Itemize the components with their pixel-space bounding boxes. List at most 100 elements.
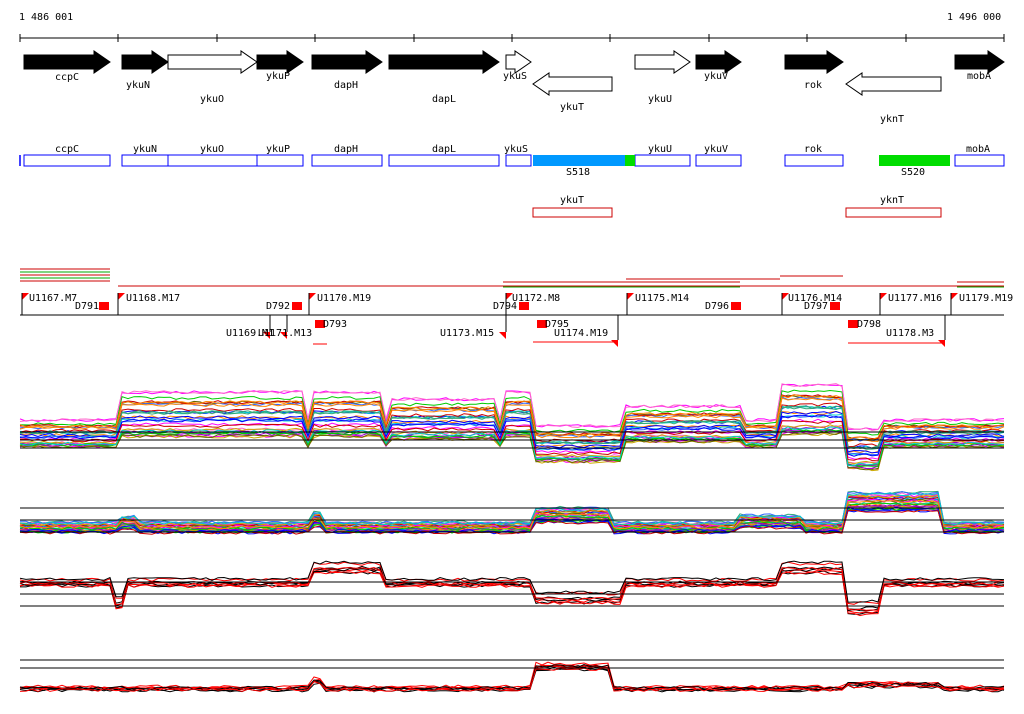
upstream-label-U1169.M1: U1169.M1 bbox=[226, 328, 274, 339]
upstream-flag-U1172.M8 bbox=[506, 293, 513, 300]
forward-box-ykuU bbox=[634, 154, 691, 167]
upstream-label-U1168.M17: U1168.M17 bbox=[126, 293, 180, 304]
expression-panel-4-trace-3 bbox=[19, 664, 1005, 691]
expression-panel-3-trace-7 bbox=[19, 566, 1005, 611]
downstream-label-D798: D798 bbox=[857, 319, 881, 330]
upstream-label-U1176.M14: U1176.M14 bbox=[788, 293, 842, 304]
gene-label-yknT: yknT bbox=[880, 114, 904, 125]
upstream-flag-U1175.M14 bbox=[627, 293, 634, 300]
gene-arrow-yknT bbox=[845, 72, 942, 96]
downstream-label-D794: D794 bbox=[493, 301, 517, 312]
upstream-label-U1177.M16: U1177.M16 bbox=[888, 293, 942, 304]
start-coordinate: 1 486 001 bbox=[19, 12, 74, 23]
forward-box-label-ykuN: ykuN bbox=[133, 144, 157, 155]
segment-bar-green bbox=[879, 155, 950, 166]
forward-box-label-ccpC: ccpC bbox=[55, 144, 79, 155]
reverse-boxes-track: ykuT yknT bbox=[532, 195, 942, 218]
upstream-label-U1170.M19: U1170.M19 bbox=[317, 293, 371, 304]
forward-box-mobA bbox=[954, 154, 1005, 167]
gene-arrow-ykuN bbox=[121, 50, 169, 74]
expression-panel-2-trace-25 bbox=[19, 502, 1005, 531]
segment-bar-green-small bbox=[625, 155, 635, 166]
gene-arrow-rok bbox=[784, 50, 844, 74]
downstream-label-D793: D793 bbox=[323, 319, 347, 330]
downstream-box-D796 bbox=[731, 302, 741, 310]
downstream-label-D792: D792 bbox=[266, 301, 290, 312]
expression-panel-1-trace-22 bbox=[19, 424, 1005, 465]
downstream-label-D796: D796 bbox=[705, 301, 729, 312]
gene-arrows-track: ccpC ykuN ykuO ykuP dapH dapL ykuS ykuT ykuU ykuV… bbox=[23, 50, 1005, 125]
expression-panel-1-trace-14 bbox=[19, 410, 1005, 454]
gene-arrow-ykuT bbox=[532, 72, 613, 96]
upstream-flag-U1170.M19 bbox=[309, 293, 316, 300]
gene-label-ykuS: ykuS bbox=[503, 71, 527, 82]
downstream-box-D797 bbox=[830, 302, 840, 310]
gene-label-mobA: mobA bbox=[967, 71, 991, 82]
upstream-label-U1173.M15: U1173.M15 bbox=[440, 328, 494, 339]
segment-bar-cyan bbox=[533, 155, 625, 166]
gene-label-ykuT: ykuT bbox=[560, 102, 584, 113]
expression-panel-4-trace-7 bbox=[19, 667, 1005, 692]
expression-panel-1-trace-20 bbox=[19, 383, 1005, 431]
forward-box-ykuV bbox=[695, 154, 742, 167]
forward-box-label-ykuP: ykuP bbox=[266, 144, 290, 155]
gene-label-ccpC: ccpC bbox=[55, 72, 79, 83]
gene-label-ykuP: ykuP bbox=[266, 71, 290, 82]
downstream-label-D797: D797 bbox=[804, 301, 828, 312]
gene-arrow-mobA bbox=[954, 50, 1005, 74]
forward-box-ccpC bbox=[23, 154, 111, 167]
forward-box-label-ykuU: ykuU bbox=[648, 144, 672, 155]
forward-box-ykuN bbox=[121, 154, 169, 167]
upstream-flag-U1167.M7 bbox=[22, 293, 29, 300]
upstream-flag-U1179.M19 bbox=[951, 293, 958, 300]
end-coordinate: 1 496 000 bbox=[947, 12, 1002, 23]
gene-label-ykuN: ykuN bbox=[126, 80, 150, 91]
gene-label-ykuO: ykuO bbox=[200, 94, 224, 105]
gene-label-ykuV: ykuV bbox=[704, 71, 728, 82]
upstream-label-U1178.M3: U1178.M3 bbox=[886, 328, 934, 339]
forward-box-label-ykuO: ykuO bbox=[200, 144, 224, 155]
upstream-label-U1174.M19: U1174.M19 bbox=[554, 328, 608, 339]
gene-arrow-ccpC bbox=[23, 50, 111, 74]
gene-arrow-dapH bbox=[311, 50, 383, 74]
forward-box-dapH bbox=[311, 154, 383, 167]
reverse-box-ykuT bbox=[532, 207, 613, 218]
coordinate-ruler bbox=[19, 34, 1005, 42]
forward-box-label-ykuV: ykuV bbox=[704, 144, 728, 155]
gene-label-ykuU: ykuU bbox=[648, 94, 672, 105]
expression-panel-1-trace-21 bbox=[19, 406, 1005, 450]
expression-panel-4-trace-0 bbox=[19, 664, 1005, 691]
upstream-label-U1179.M19: U1179.M19 bbox=[959, 293, 1013, 304]
gene-arrow-ykuO bbox=[167, 50, 258, 74]
expression-panel-1-trace-29 bbox=[19, 420, 1005, 462]
reverse-box-label-yknT: yknT bbox=[880, 195, 904, 206]
upstream-label-U1172.M8: U1172.M8 bbox=[512, 293, 560, 304]
gene-label-dapH: dapH bbox=[334, 80, 358, 91]
downstream-box-D791 bbox=[99, 302, 109, 310]
expression-panel-1-trace-18 bbox=[19, 429, 1005, 470]
forward-box-label-rok: rok bbox=[804, 144, 822, 155]
downstream-label-D791: D791 bbox=[75, 301, 99, 312]
annotation-boxes-track: ccpC ykuN ykuO ykuP dapH dapL ykuS ykuU ykuV rok m… bbox=[19, 144, 1005, 178]
expression-panel-4-trace-6 bbox=[19, 663, 1005, 690]
expression-panel-3-trace-6 bbox=[19, 560, 1005, 603]
gene-arrow-dapL bbox=[388, 50, 500, 74]
downstream-label-D795: D795 bbox=[545, 319, 569, 330]
forward-box-dapL bbox=[388, 154, 500, 167]
segment-label-s520: S520 bbox=[901, 167, 925, 178]
forward-box-ykuP bbox=[256, 154, 304, 167]
expression-panel-1-trace-9 bbox=[19, 405, 1005, 449]
gene-label-dapL: dapL bbox=[432, 94, 456, 105]
gene-arrow-ykuP bbox=[256, 50, 304, 74]
expression-panel-1-trace-26 bbox=[19, 414, 1005, 457]
downstream-box-D798 bbox=[848, 320, 858, 328]
reverse-box-label-ykuT: ykuT bbox=[560, 195, 584, 206]
upstream-flag-U1177.M16 bbox=[880, 293, 887, 300]
downstream-box-D794 bbox=[519, 302, 529, 310]
downstream-box-D793 bbox=[315, 320, 325, 328]
upstream-label-U1175.M14: U1175.M14 bbox=[635, 293, 689, 304]
segment-label-s518: S518 bbox=[566, 167, 590, 178]
expression-panel-2-trace-28 bbox=[19, 492, 1004, 526]
expression-panel-1-trace-27 bbox=[19, 394, 1005, 441]
